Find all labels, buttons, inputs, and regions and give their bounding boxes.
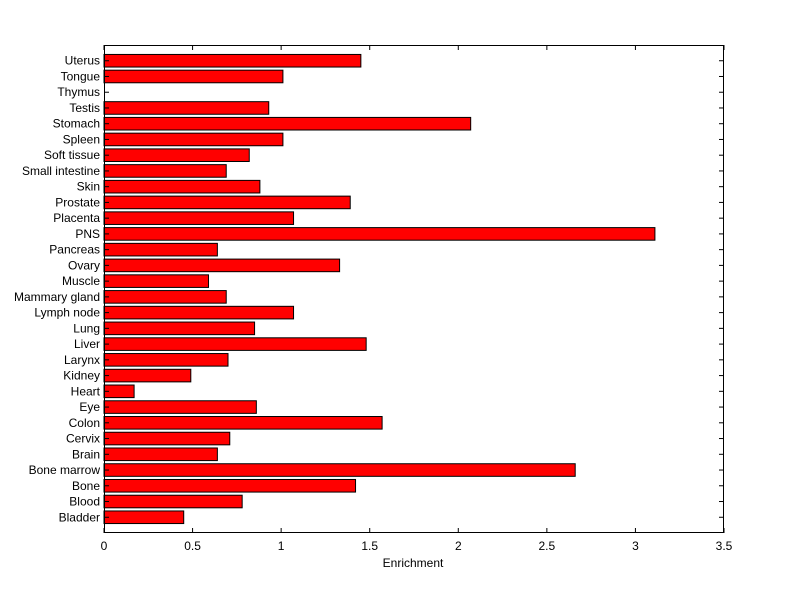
bar-uterus bbox=[103, 53, 362, 68]
category-label: Heart bbox=[71, 384, 101, 398]
category-label: Uterus bbox=[65, 54, 100, 68]
category-label: Skin bbox=[77, 180, 100, 194]
category-label: Kidney bbox=[63, 369, 100, 383]
plot-frame bbox=[104, 45, 724, 533]
category-label: Lymph node bbox=[34, 306, 100, 320]
x-axis-label: Enrichment bbox=[383, 556, 444, 570]
category-label: Blood bbox=[69, 495, 100, 509]
category-label: Liver bbox=[74, 337, 100, 351]
x-tick-label: 1 bbox=[278, 539, 285, 553]
bar-pns bbox=[103, 227, 656, 241]
category-label: Placenta bbox=[53, 211, 100, 225]
bar-kidney bbox=[103, 368, 192, 383]
bar-colon bbox=[103, 416, 383, 430]
bar-spleen bbox=[103, 132, 284, 147]
category-label: Bone marrow bbox=[29, 463, 101, 477]
category-label: Eye bbox=[79, 400, 100, 414]
x-tick-labels: 0 0.5 1 1.5 2 2.5 3 3.5 bbox=[101, 539, 733, 553]
x-tick-label: 3.5 bbox=[716, 539, 733, 553]
bar-brain bbox=[103, 447, 218, 462]
category-label: Spleen bbox=[63, 132, 100, 146]
category-label: Mammary gland bbox=[14, 290, 100, 304]
bar-mammary-gland bbox=[103, 290, 227, 304]
category-label: Cervix bbox=[66, 432, 100, 446]
category-label: Testis bbox=[69, 101, 100, 115]
bar-placenta bbox=[103, 211, 295, 225]
x-tick-label: 0 bbox=[101, 539, 108, 553]
bar-bone bbox=[103, 478, 357, 493]
x-tick-label: 0.5 bbox=[184, 539, 201, 553]
bar-skin bbox=[103, 179, 261, 194]
category-label: Muscle bbox=[62, 274, 100, 288]
category-label: Stomach bbox=[53, 117, 100, 131]
bar-blood bbox=[103, 494, 243, 509]
bar-muscle bbox=[103, 274, 210, 288]
bar-pancreas bbox=[103, 242, 218, 257]
category-label: PNS bbox=[75, 227, 100, 241]
bar-tongue bbox=[103, 69, 284, 84]
bar-soft-tissue bbox=[103, 148, 250, 162]
category-label: Colon bbox=[69, 416, 100, 430]
bar-bladder bbox=[103, 510, 185, 525]
bar-small-intestine bbox=[103, 164, 227, 178]
category-label: Bone bbox=[72, 479, 100, 493]
category-label: Pancreas bbox=[49, 243, 100, 257]
category-label: Tongue bbox=[61, 69, 101, 83]
category-label: Bladder bbox=[59, 510, 100, 524]
x-tick-label: 2.5 bbox=[539, 539, 556, 553]
category-label: Lung bbox=[73, 321, 100, 335]
bar-ovary bbox=[103, 258, 341, 273]
category-label: Prostate bbox=[55, 195, 100, 209]
bar-prostate bbox=[103, 195, 351, 210]
category-label: Soft tissue bbox=[44, 148, 100, 162]
category-label: Small intestine bbox=[22, 164, 100, 178]
category-label: Brain bbox=[72, 447, 100, 461]
bar-lung bbox=[103, 321, 256, 336]
bar-cervix bbox=[103, 431, 231, 446]
bar-lymph-node bbox=[103, 305, 295, 320]
x-tick-label: 1.5 bbox=[361, 539, 378, 553]
category-label: Larynx bbox=[64, 353, 100, 367]
bar-bone-marrow bbox=[103, 463, 576, 477]
bar-eye bbox=[103, 400, 257, 414]
bar-larynx bbox=[103, 353, 229, 367]
bar-testis bbox=[103, 101, 270, 115]
bar-stomach bbox=[103, 116, 472, 131]
category-label: Ovary bbox=[68, 258, 100, 272]
x-tick-label: 3 bbox=[632, 539, 639, 553]
bar-liver bbox=[103, 337, 367, 351]
category-label: Thymus bbox=[57, 85, 100, 99]
x-tick-label: 2 bbox=[455, 539, 462, 553]
